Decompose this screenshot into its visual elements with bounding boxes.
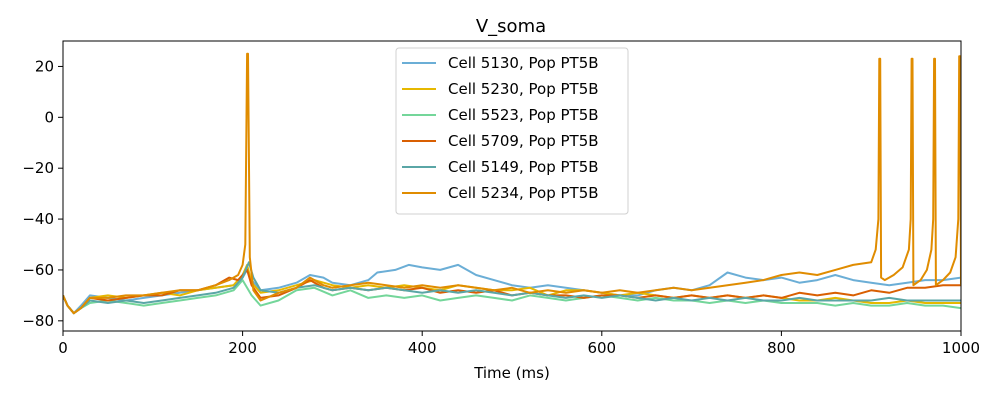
- series-line-1: [63, 263, 961, 315]
- legend-label-5: Cell 5149, Pop PT5B: [448, 158, 599, 176]
- legend: Cell 5130, Pop PT5B Cell 5230, Pop PT5B Ce…: [395, 47, 629, 215]
- x-axis: 0 200 400 600 800 1000: [58, 331, 980, 357]
- legend-label-6: Cell 5234, Pop PT5B: [448, 184, 599, 202]
- series-line-6: [63, 52, 961, 315]
- y-tick-label: −20: [22, 159, 54, 177]
- y-tick-label: −60: [22, 261, 54, 279]
- x-tick-label: 600: [587, 339, 616, 357]
- x-tick-label: 1000: [942, 339, 980, 357]
- x-axis-title: Time (ms): [473, 364, 550, 382]
- y-axis: 20 0 −20 −40 −60 −80: [22, 57, 63, 330]
- series-line-3: [63, 279, 961, 315]
- y-tick-label: 20: [35, 57, 54, 75]
- y-tick-label: 0: [44, 108, 54, 126]
- legend-label-3: Cell 5523, Pop PT5B: [448, 106, 599, 124]
- series-layer: [63, 52, 961, 315]
- legend-label-1: Cell 5130, Pop PT5B: [448, 54, 599, 72]
- y-tick-label: −80: [22, 312, 54, 330]
- legend-box: [395, 47, 629, 215]
- legend-label-4: Cell 5709, Pop PT5B: [448, 132, 599, 150]
- y-tick-label: −40: [22, 210, 54, 228]
- legend-label-2: Cell 5230, Pop PT5B: [448, 80, 599, 98]
- chart-title: V_soma: [476, 16, 546, 37]
- x-tick-label: 800: [767, 339, 796, 357]
- series-line-5: [63, 261, 961, 315]
- x-tick-label: 200: [228, 339, 257, 357]
- x-tick-label: 0: [58, 339, 68, 357]
- x-tick-label: 400: [408, 339, 437, 357]
- plot-area-frame: [62, 40, 962, 332]
